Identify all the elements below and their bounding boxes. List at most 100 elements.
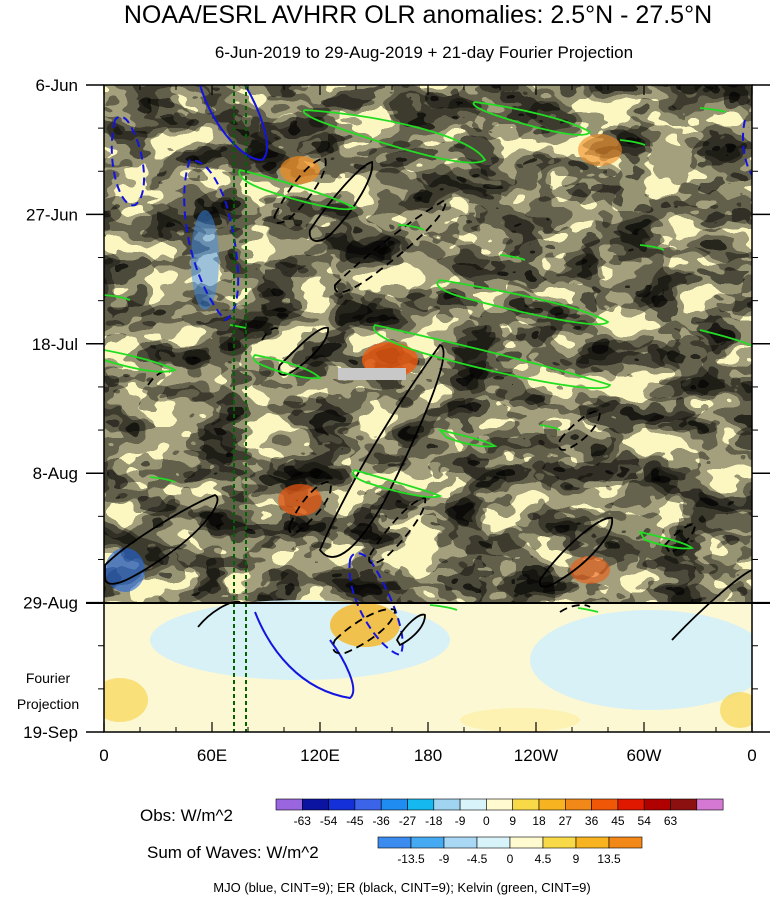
obs-field (104, 85, 752, 603)
colorbar-swatch (538, 798, 566, 811)
colorbar-label: 54 (638, 814, 652, 828)
colorbar-swatch (410, 836, 445, 849)
colorbar-swatch (617, 798, 645, 811)
colorbar-label: -18 (425, 814, 443, 828)
colorbar-label: -9 (455, 814, 466, 828)
kelvin-contour (229, 324, 247, 329)
colorbar-swatch (608, 836, 643, 849)
y-tick-label: 6-Jun (35, 76, 78, 95)
colorbar-swatch (476, 836, 511, 849)
kelvin-contour (499, 254, 526, 261)
wave-contours (104, 85, 752, 732)
chart-subtitle: 6-Jun-2019 to 29-Aug-2019 + 21-day Fouri… (215, 43, 633, 62)
colorbar-swatch (377, 836, 412, 849)
mjo-contour (110, 115, 146, 207)
colorbar-label: 27 (559, 814, 573, 828)
colorbar-swatch (380, 798, 408, 811)
colorbar-label: 0 (507, 852, 514, 866)
er-contour (368, 496, 426, 565)
kelvin-contours (104, 101, 752, 613)
colorbar-swatch (328, 798, 356, 811)
colorbar-swatch (542, 836, 577, 849)
colorbar-label: -45 (346, 814, 364, 828)
x-tick-label: 60E (197, 746, 227, 765)
er-contour (663, 523, 696, 555)
kelvin-contour (577, 607, 599, 613)
colorbar-swatch (433, 798, 461, 811)
x-tick-label: 0 (747, 746, 756, 765)
colorbar-swatch (301, 798, 329, 811)
colorbar-label: 9 (573, 852, 580, 866)
colorbar-swatch (591, 798, 619, 811)
kelvin-contour (638, 530, 695, 550)
er-contour (288, 481, 332, 534)
kelvin-contour (539, 424, 561, 431)
colorbar-label: -9 (439, 852, 450, 866)
kelvin-contour (352, 468, 443, 498)
wave-legend-note: MJO (blue, CINT=9); ER (black, CINT=9); … (213, 880, 590, 895)
chart-title: NOAA/ESRL AVHRR OLR anomalies: 2.5°N - 2… (124, 1, 712, 29)
colorbar-label: -54 (320, 814, 338, 828)
mjo-contour (199, 85, 268, 162)
colorbar-swatch (459, 798, 487, 811)
kelvin-contour (699, 329, 752, 347)
colorbar-label: -4.5 (467, 852, 488, 866)
colorbar-label: 4.5 (535, 852, 552, 866)
mjo-contour (254, 611, 355, 700)
heatmap-field (104, 85, 752, 732)
er-contour (277, 326, 329, 376)
colorbar-label: 18 (532, 814, 546, 828)
kelvin-contour (252, 354, 322, 380)
colorbar-label: -63 (294, 814, 312, 828)
kelvin-contour (437, 428, 498, 448)
kelvin-contour (302, 109, 487, 164)
y-tick-label: 27-Jun (26, 205, 78, 224)
colorbar-swatch (512, 798, 540, 811)
y-tick-label: 8-Aug (33, 464, 78, 483)
colorbar-label: 0 (483, 814, 490, 828)
projection-label: Fourier (26, 670, 71, 686)
er-contour (318, 343, 445, 558)
er-contour (538, 517, 613, 588)
projection-label: Projection (17, 696, 79, 712)
colorbar-swatch (670, 798, 698, 811)
obs-colorbar: -63 -54 -45 -36 -27 -18 -9 0 9 18 27 36 45 54 63 (275, 798, 724, 828)
colorbar-swatch (564, 798, 592, 811)
mjo-contour (183, 158, 240, 322)
er-contour (332, 608, 396, 655)
er-contour (273, 157, 327, 224)
mjo-contour (742, 119, 752, 176)
er-contour (671, 569, 752, 641)
er-contour (395, 613, 426, 647)
kelvin-contour (149, 476, 176, 483)
colorbar-swatch (443, 836, 478, 849)
kelvin-contour (104, 349, 178, 373)
colorbar-label: 36 (585, 814, 599, 828)
er-contour (334, 198, 447, 294)
colorbar-label: 13.5 (597, 852, 621, 866)
colorbar-label: 9 (509, 814, 516, 828)
kelvin-contour (372, 324, 612, 390)
er-contour (559, 604, 591, 613)
kelvin-contour (639, 244, 665, 251)
kelvin-contour (472, 101, 592, 136)
colorbar-swatch (696, 798, 724, 811)
er-contour (261, 327, 280, 341)
er-contour (104, 494, 219, 585)
projection-field (104, 600, 752, 732)
kelvin-contour (238, 168, 357, 211)
axes: 0 60E 120E 180 120W 60W 0 6-Jun 27-Jun 18-Jul 8-Au… (23, 76, 770, 765)
y-tick-label: 29-Aug (23, 594, 78, 613)
y-tick-label: 19-Sep (23, 723, 78, 742)
x-tick-label: 60W (627, 746, 662, 765)
colorbar-swatch (486, 798, 513, 811)
er-contour (558, 410, 601, 451)
colorbar-label: 45 (611, 814, 625, 828)
kelvin-contour (104, 294, 131, 301)
x-tick-label: 120W (514, 746, 558, 765)
colorbar-swatch (354, 798, 382, 811)
obs-legend-label: Obs: W/m^2 (140, 806, 233, 825)
kelvin-contour (429, 604, 458, 611)
er-contour (197, 600, 241, 628)
mjo-contours (110, 85, 752, 700)
